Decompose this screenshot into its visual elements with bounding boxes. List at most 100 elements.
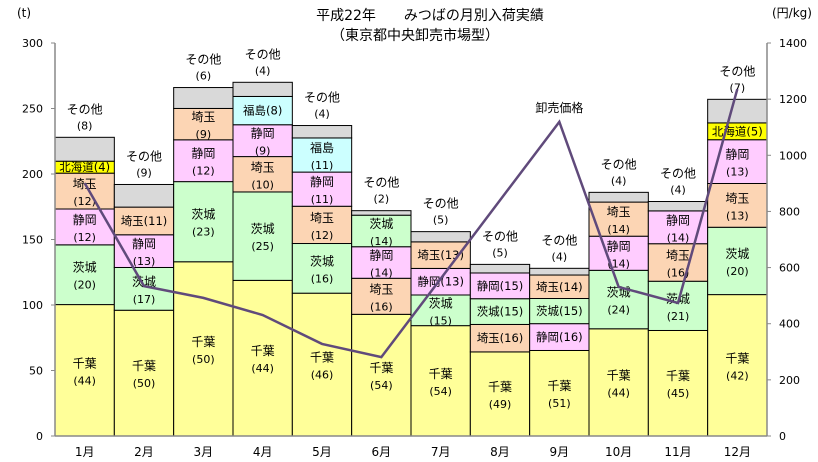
bar-segment — [54, 304, 115, 437]
segment-label: その他 — [67, 102, 103, 116]
segment-value: (4) — [670, 184, 686, 197]
segment-label: 静岡(15) — [477, 279, 524, 293]
segment-value: (54) — [370, 379, 393, 392]
segment-value: (14) — [370, 267, 393, 280]
segment-label: 千葉 — [369, 361, 393, 375]
x-tick-label: 1月 — [75, 445, 95, 459]
y2-tick-label: 1200 — [779, 93, 807, 106]
x-tick-label: 7月 — [431, 445, 451, 459]
segment-label: 千葉 — [607, 368, 631, 382]
bar-segment — [173, 87, 234, 109]
segment-label: 静岡 — [191, 147, 215, 161]
segment-value: (4) — [611, 174, 627, 187]
segment-value: (6) — [196, 70, 212, 83]
segment-label: 静岡 — [666, 213, 690, 227]
bar-segment — [707, 294, 768, 437]
y-tick-label: 200 — [22, 168, 43, 181]
segment-value: (45) — [667, 387, 690, 400]
segment-value: (11) — [311, 193, 334, 206]
bar-segment — [291, 125, 353, 139]
segment-label: その他 — [601, 157, 637, 171]
segment-label: 千葉 — [725, 351, 749, 365]
segment-label: 福島(8) — [243, 104, 282, 118]
x-tick-label: 12月 — [724, 445, 751, 459]
bar-segment — [351, 210, 412, 216]
segment-label: その他 — [541, 233, 577, 247]
segment-value: (9) — [136, 166, 152, 179]
segment-value: (7) — [730, 81, 746, 94]
segment-label: 静岡 — [369, 249, 393, 263]
segment-label: 北海道(5) — [712, 124, 763, 138]
segment-label: 埼玉(16) — [477, 331, 524, 345]
segment-label: 千葉 — [191, 335, 215, 349]
segment-label: 静岡(13) — [417, 275, 464, 289]
segment-value: (9) — [255, 145, 271, 158]
segment-value: (54) — [429, 385, 452, 398]
bar-segment — [588, 269, 649, 330]
y-axis-unit: (t) — [17, 6, 31, 20]
segment-label: その他 — [245, 47, 281, 61]
segment-value: (21) — [667, 310, 690, 323]
x-tick-label: 5月 — [312, 445, 332, 459]
bar-segment — [351, 214, 412, 248]
segment-label: 静岡 — [73, 213, 97, 227]
segment-value: (20) — [73, 279, 96, 292]
segment-label: 静岡 — [310, 175, 334, 189]
segment-label: 千葉 — [132, 359, 156, 373]
y2-tick-label: 1000 — [779, 149, 807, 162]
segment-label: 福島 — [310, 140, 334, 155]
bar-segment — [529, 298, 590, 325]
segment-value: (50) — [192, 353, 215, 366]
segment-label: 埼玉 — [310, 211, 334, 225]
segment-label: 茨城 — [429, 296, 453, 310]
segment-label: 埼玉(13) — [417, 248, 464, 262]
x-tick-label: 10月 — [605, 445, 632, 459]
segment-label: 静岡 — [132, 237, 156, 251]
segment-label: 静岡 — [251, 127, 275, 141]
price-series-label: 卸売価格 — [535, 100, 583, 115]
bar-segment — [291, 243, 353, 294]
segment-value: (14) — [607, 223, 630, 236]
y-tick-label: 300 — [22, 37, 43, 50]
y-tick-label: 150 — [22, 234, 43, 247]
bar-segment — [173, 139, 234, 183]
bar-segment — [113, 183, 175, 208]
bar-segment — [707, 226, 768, 296]
y-tick-label: 50 — [29, 365, 43, 378]
y2-tick-label: 1400 — [779, 37, 807, 50]
segment-value: (5) — [433, 214, 449, 227]
segment-label: 千葉 — [488, 380, 512, 394]
bar-segment — [232, 95, 293, 126]
segment-label: その他 — [719, 64, 755, 78]
segment-label: 千葉 — [666, 369, 690, 383]
segment-value: (12) — [311, 229, 334, 242]
y-tick-label: 0 — [36, 430, 43, 443]
segment-label: 茨城 — [73, 261, 97, 275]
y2-tick-label: 0 — [779, 430, 786, 443]
bar-segment — [469, 263, 531, 274]
x-tick-label: 9月 — [550, 445, 570, 459]
segment-label: 茨城 — [369, 217, 393, 231]
segment-label: 埼玉(14) — [536, 280, 583, 294]
y2-tick-label: 200 — [779, 374, 800, 387]
segment-label: その他 — [482, 229, 518, 243]
segment-label: その他 — [660, 167, 696, 181]
bar-segment — [291, 205, 353, 245]
segment-label: 千葉 — [429, 367, 453, 381]
x-tick-label: 2月 — [134, 445, 154, 459]
segment-value: (14) — [370, 235, 393, 248]
segment-value: (46) — [311, 369, 334, 382]
segment-label: 静岡(16) — [536, 330, 583, 344]
x-tick-label: 6月 — [372, 445, 392, 459]
segment-label: その他 — [304, 91, 340, 105]
bar-segment — [529, 267, 590, 276]
segment-value: (15) — [429, 314, 452, 327]
segment-value: (17) — [133, 293, 156, 306]
segment-label: その他 — [185, 53, 221, 67]
segment-value: (20) — [726, 265, 749, 278]
bar-segment — [232, 279, 293, 437]
segment-label: 埼玉 — [191, 110, 215, 124]
segment-label: 埼玉(11) — [121, 214, 168, 228]
bar-segment — [647, 280, 709, 331]
